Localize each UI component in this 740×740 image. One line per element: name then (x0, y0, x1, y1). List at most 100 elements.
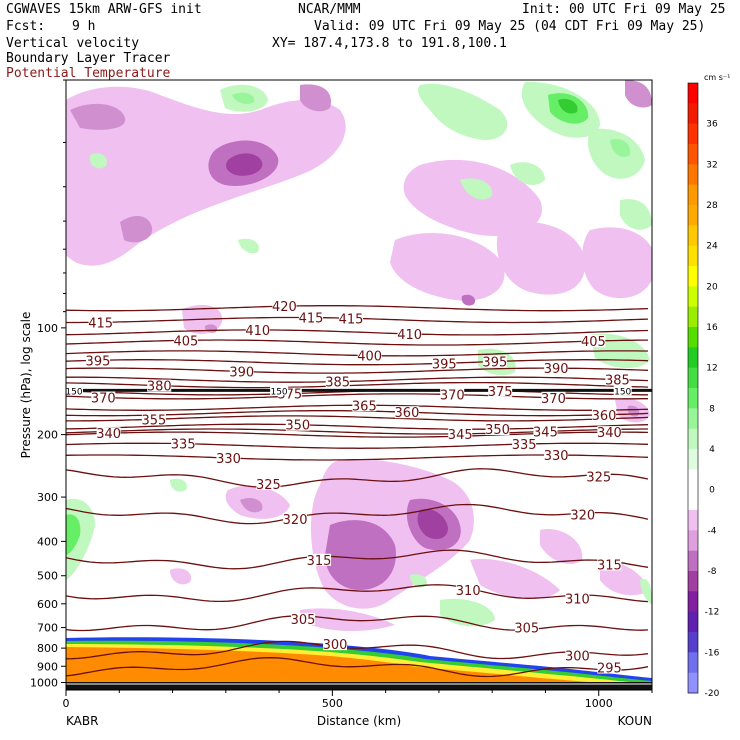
pressure-150-label: 150 (614, 387, 631, 397)
theta-label: 335 (512, 438, 537, 453)
colorbar-label: 0 (709, 486, 715, 496)
y-axis-label: Pressure (hPa), log scale (19, 312, 33, 459)
theta-label-bg (565, 649, 590, 662)
y-tick-label: 900 (37, 660, 58, 673)
right-station-label: KOUN (618, 714, 652, 728)
theta-label: 405 (581, 335, 606, 350)
theta-label-bg (88, 316, 113, 329)
theta-label-bg (171, 437, 196, 450)
x-axis-label: Distance (km) (317, 714, 401, 728)
theta-label-bg (448, 427, 473, 440)
colorbar-swatch (688, 347, 698, 369)
theta-label: 325 (256, 478, 281, 493)
colorbar-label: 4 (709, 445, 715, 455)
theta-label-bg (216, 452, 241, 465)
theta-label-bg (283, 512, 308, 525)
colorbar-label: 8 (709, 404, 715, 414)
plot-frame (65, 79, 653, 691)
colorbar-swatch (688, 571, 698, 592)
theta-label-bg (291, 612, 316, 625)
y-tick-label: 1000 (30, 676, 58, 689)
theta-label: 375 (488, 385, 513, 400)
colorbar-swatch (688, 164, 698, 186)
y-tick-label: 400 (37, 535, 58, 548)
theta-line-400 (66, 350, 648, 357)
theta-label: 395 (482, 356, 507, 371)
colorbar-swatch (688, 388, 698, 409)
colorbar-swatch (688, 103, 698, 125)
theta-label: 345 (533, 425, 558, 440)
colorbar-swatch (688, 672, 698, 694)
colorbar-swatch (688, 632, 698, 653)
theta-line-295 (66, 657, 649, 678)
theta-line-395 (66, 359, 649, 366)
theta-label: 350 (285, 419, 310, 434)
theta-label-bg (432, 357, 457, 370)
theta-label-bg (586, 470, 611, 483)
theta-label: 385 (325, 376, 350, 391)
colorbar-label: 36 (706, 120, 718, 130)
theta-label-bg (581, 335, 606, 348)
theta-label-bg (96, 427, 121, 440)
theta-label: 320 (283, 513, 308, 528)
y-tick-label: 100 (37, 322, 58, 335)
theta-label-bg (352, 399, 377, 412)
theta-label: 340 (597, 426, 622, 441)
colorbar-swatch (688, 144, 698, 165)
theta-label-bg (605, 373, 630, 386)
theta-label: 310 (456, 584, 481, 599)
theta-label-bg (325, 375, 350, 388)
field-vertical-velocity: Vertical velocity (6, 36, 140, 51)
theta-label: 410 (397, 328, 422, 343)
theta-label: 310 (565, 592, 590, 607)
x-tick-label: 500 (322, 697, 343, 710)
theta-label-bg (285, 418, 310, 431)
theta-label: 305 (514, 622, 539, 637)
pressure-150-label: 150 (65, 387, 82, 397)
x-axis: 0 500 1000 (63, 690, 653, 710)
forecast-label: Fcst: (6, 19, 46, 34)
colorbar-swatch (688, 286, 698, 308)
theta-label-bg (514, 621, 539, 634)
vertical-velocity-shading (66, 80, 652, 632)
theta-label: 365 (352, 399, 377, 414)
colorbar-swatch (688, 469, 698, 491)
init-time: Init: 00 UTC Fri 09 May 25 (522, 2, 726, 17)
colorbar-label: 12 (706, 364, 717, 374)
model-title: CGWAVES 15km ARW-GFS init (6, 2, 202, 17)
theta-label-bg (592, 408, 617, 421)
colorbar-swatch (688, 367, 698, 389)
x-tick-label: 1000 (585, 697, 613, 710)
theta-label: 300 (323, 638, 348, 653)
theta-label: 360 (592, 409, 617, 424)
theta-label: 390 (544, 362, 569, 377)
theta-label: 325 (586, 470, 611, 485)
theta-label-bg (141, 413, 166, 426)
theta-label: 355 (141, 413, 166, 428)
theta-label: 330 (216, 452, 241, 467)
theta-label: 405 (173, 334, 198, 349)
theta-label: 420 (272, 300, 297, 315)
colorbar-swatch (688, 652, 698, 674)
colorbar-swatch (688, 83, 698, 104)
theta-label-bg (307, 553, 332, 566)
theta-label-bg (440, 388, 465, 401)
colorbar-label: 28 (706, 201, 718, 211)
colorbar-label: -20 (705, 689, 720, 699)
theta-line-300 (66, 640, 649, 660)
theta-label: 330 (544, 449, 569, 464)
theta-label: 340 (96, 427, 121, 442)
theta-label-bg (541, 391, 566, 404)
y-tick-label: 300 (37, 491, 58, 504)
colorbar-swatch (688, 266, 698, 287)
theta-label-bg (456, 584, 481, 597)
theta-label-bg (173, 334, 198, 347)
theta-label: 370 (440, 389, 465, 404)
colorbar-label: 20 (706, 282, 718, 292)
colorbar-swatch (688, 205, 698, 226)
field-potential-temperature: Potential Temperature (6, 66, 171, 81)
theta-label-bg (323, 638, 348, 651)
theta-line-315 (66, 549, 649, 570)
colorbar-frame (687, 82, 699, 694)
